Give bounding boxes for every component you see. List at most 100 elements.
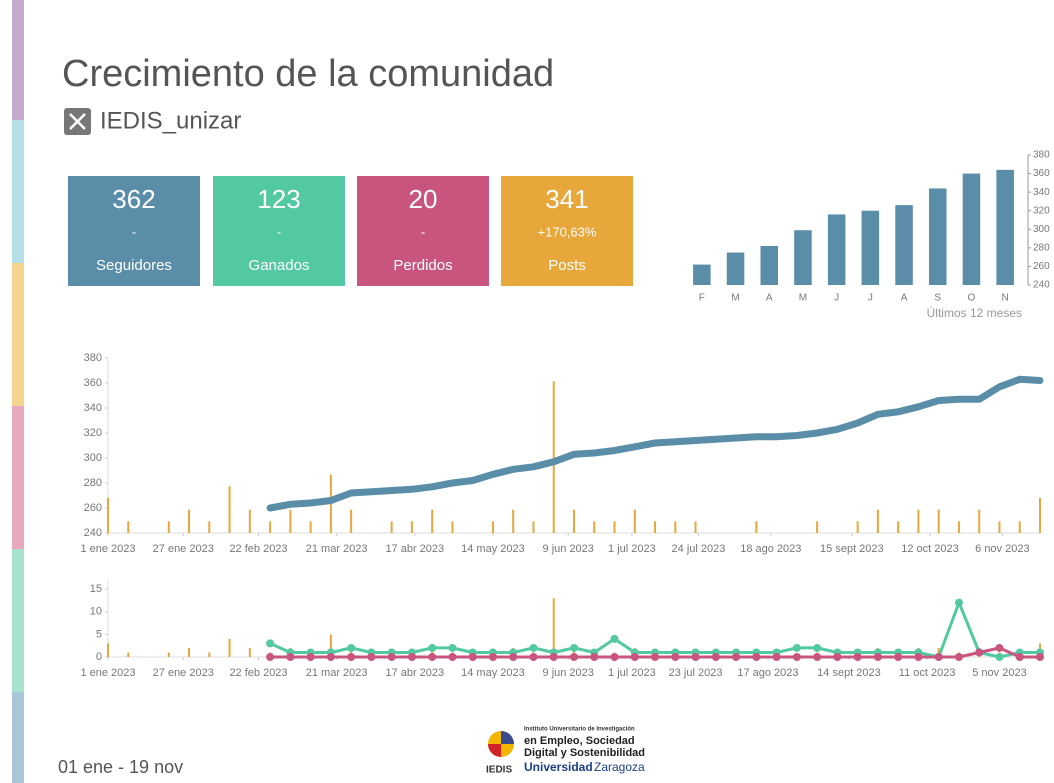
y-tick-label: 380: [1033, 150, 1050, 161]
series-marker: [448, 653, 457, 661]
kpi-change: +170,63%: [538, 224, 597, 239]
x-tick-label: A: [901, 293, 908, 304]
series-line: [266, 375, 1044, 512]
x-tick-label: 27 ene 2023: [153, 543, 214, 555]
kpi-value: 341: [545, 184, 588, 214]
bar: [726, 252, 745, 285]
x-tick-label: 27 ene 2023: [153, 667, 214, 679]
logo-text: en Empleo, Sociedad: [524, 735, 635, 747]
x-tick-label: 9 jun 2023: [543, 543, 594, 555]
post-bar: [674, 521, 677, 533]
post-bar: [410, 521, 413, 533]
x-tick-label: 1 jul 2023: [608, 667, 656, 679]
series-marker: [873, 653, 882, 661]
series-marker: [792, 653, 801, 661]
x-tick-label: 14 sept 2023: [817, 667, 881, 679]
post-bar: [816, 521, 819, 533]
series-marker: [570, 643, 578, 652]
y-tick-label: 360: [84, 377, 102, 389]
x-tick-label: 14 may 2023: [461, 667, 525, 679]
post-bar: [694, 521, 697, 533]
post-bar: [107, 643, 109, 657]
logo-text: Digital y Sostenibilidad: [524, 747, 645, 759]
bar: [895, 205, 913, 285]
series-marker: [590, 653, 599, 661]
post-bar: [957, 521, 960, 533]
logo-text: Zaragoza: [594, 760, 645, 774]
series-marker: [630, 653, 639, 661]
series-marker: [833, 653, 842, 661]
x-tick-label: 1 ene 2023: [80, 667, 135, 679]
x-tick-label: A: [766, 293, 773, 304]
bar: [928, 188, 947, 285]
kpi-change: -: [132, 224, 136, 239]
post-bar: [188, 647, 191, 657]
y-tick-label: 340: [1033, 187, 1050, 198]
post-bar: [431, 647, 434, 657]
post-bar: [532, 521, 535, 533]
post-bar: [451, 521, 454, 533]
post-bar: [309, 521, 312, 533]
series-marker: [954, 598, 963, 607]
series-marker: [752, 653, 761, 661]
series-marker: [570, 653, 578, 661]
series-marker: [995, 653, 1004, 661]
handle: IEDIS_unizar: [100, 107, 241, 134]
logo-acronym: IEDIS: [486, 765, 512, 776]
x-tick-label: 1 jul 2023: [608, 543, 656, 555]
series-marker: [488, 653, 497, 661]
y-tick-label: 5: [96, 628, 102, 640]
kpi-box: [68, 176, 200, 286]
post-bar: [654, 521, 657, 533]
x-axis-label: Últimos 12 meses: [927, 305, 1022, 320]
x-tick-label: 21 mar 2023: [306, 667, 368, 679]
bar: [962, 173, 981, 285]
kpi-label: Ganados: [249, 257, 310, 274]
post-bar: [248, 647, 251, 657]
strip-segment: [12, 549, 24, 692]
post-bar: [350, 509, 353, 533]
x-tick-label: 17 ago 2023: [737, 667, 798, 679]
series-marker: [1036, 653, 1044, 661]
series-marker: [894, 653, 903, 661]
post-bar: [876, 509, 879, 533]
post-bar: [1018, 521, 1021, 533]
post-bar: [491, 521, 494, 533]
bar: [693, 264, 711, 285]
logo-shape: [488, 744, 501, 757]
series-marker: [954, 653, 963, 661]
post-bar: [633, 509, 636, 533]
y-tick-label: 340: [84, 402, 102, 414]
y-tick-label: 10: [90, 606, 102, 618]
x-tick-label: 9 jun 2023: [543, 667, 594, 679]
x-tick-label: J: [834, 293, 839, 304]
strip-segment: [12, 120, 24, 263]
post-bar: [390, 521, 393, 533]
y-tick-label: 0: [96, 651, 102, 663]
post-bar: [512, 509, 515, 533]
y-tick-label: 380: [84, 352, 102, 364]
x-tick-label: 6 nov 2023: [975, 543, 1029, 555]
y-tick-label: 240: [1033, 280, 1050, 291]
x-tick-label: 17 abr 2023: [385, 667, 444, 679]
x-tick-label: 21 mar 2023: [306, 543, 368, 555]
x-tick-label: 22 feb 2023: [229, 667, 287, 679]
post-bar: [593, 521, 596, 533]
series-marker: [610, 634, 619, 643]
page-title: Crecimiento de la comunidad: [62, 53, 554, 95]
series-marker: [428, 643, 437, 652]
series-marker: [853, 653, 862, 661]
post-bar: [289, 509, 292, 533]
post-bar: [228, 486, 231, 533]
series-marker: [347, 643, 356, 652]
kpi-box: [357, 176, 489, 286]
x-tick-label: 24 jul 2023: [672, 543, 726, 555]
series-marker: [529, 643, 538, 652]
post-bar: [431, 509, 434, 533]
series-marker: [529, 653, 538, 661]
post-bar: [978, 509, 981, 533]
x-tick-label: J: [868, 293, 873, 304]
bar: [996, 169, 1014, 285]
